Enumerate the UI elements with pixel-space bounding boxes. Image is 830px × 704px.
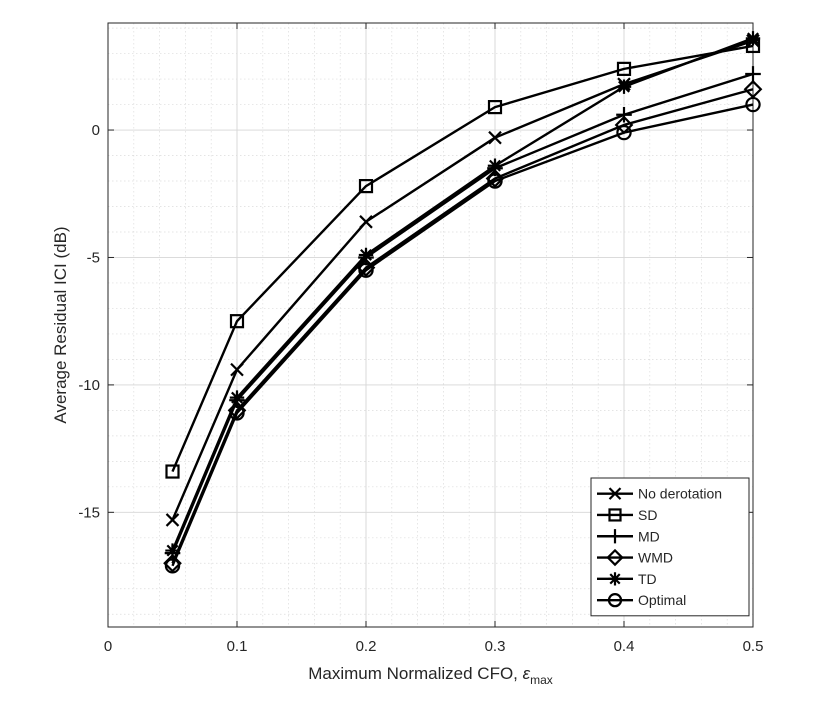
plot-frame (107, 22, 754, 628)
x-tick-label: 0.2 (356, 638, 377, 655)
data-point-sd (229, 314, 245, 329)
data-point-no-derotation (230, 362, 244, 377)
y-tick-label: 0 (92, 122, 100, 139)
x-tick-label: 0.5 (743, 638, 764, 655)
axis-ticks: 0 0.1 0.2 0.3 0.4 0.5 -15 -10 -5 0 (78, 23, 763, 655)
data-point-optimal (616, 124, 632, 141)
data-point-sd (616, 61, 632, 76)
legend-item: MD (597, 528, 660, 544)
legend-marker (607, 529, 623, 544)
y-tick-label: -15 (78, 504, 100, 521)
x-tick-label: 0.3 (485, 638, 506, 655)
x-tick-label: 0.1 (227, 638, 248, 655)
series-line-optimal (171, 103, 754, 567)
legend-box (590, 477, 750, 617)
legend-marker (606, 548, 624, 567)
data-point-optimal (358, 262, 374, 278)
x-axis-label-main: Maximum Normalized CFO, (308, 664, 522, 683)
data-point-no-derotation (165, 513, 180, 527)
x-tick-label: 0.4 (614, 638, 635, 655)
data-point-md (745, 66, 761, 82)
y-tick-label: -5 (87, 249, 100, 266)
series-layer (163, 31, 763, 574)
data-point-td (616, 79, 632, 94)
series-line-sd (171, 44, 754, 473)
legend-label: MD (638, 528, 660, 544)
data-point-no-derotation (359, 215, 373, 229)
legend-label: Optimal (638, 592, 686, 608)
series-line-td (171, 37, 754, 552)
data-point-td (229, 390, 245, 405)
legend-item: TD (597, 571, 657, 587)
series-optimal (164, 96, 761, 574)
data-point-td (745, 31, 761, 46)
legend-item: Optimal (597, 592, 686, 608)
data-point-td (358, 247, 374, 263)
y-axis-label: Average Residual ICI (dB) (51, 226, 70, 423)
series-no-derotation (165, 34, 760, 527)
legend-label: TD (638, 571, 657, 587)
legend-item: No derotation (597, 486, 722, 502)
data-point-sd (487, 100, 503, 115)
data-point-sd (358, 179, 374, 194)
data-point-no-derotation (488, 130, 502, 145)
data-point-sd (165, 464, 180, 479)
data-point-optimal (487, 173, 503, 189)
legend-marker (608, 487, 622, 500)
legend-label: WMD (638, 550, 673, 566)
x-axis-label-subscript: max (530, 673, 553, 687)
x-tick-label: 0 (104, 638, 112, 655)
legend: No derotation SD MD WMD TD Optimal (590, 477, 750, 617)
data-point-td (165, 543, 180, 558)
legend-item: WMD (597, 548, 673, 567)
legend-label: No derotation (638, 486, 722, 502)
series-line-no-derotation (171, 39, 754, 521)
x-axis-label: Maximum Normalized CFO, εmax (308, 664, 553, 687)
legend-marker (608, 572, 622, 586)
data-point-optimal (745, 96, 761, 113)
data-point-td (487, 158, 503, 173)
x-axis-label-symbol: ε (523, 664, 531, 683)
legend-marker (608, 508, 622, 522)
legend-marker (607, 593, 623, 608)
series-td (165, 31, 761, 558)
series-sd (165, 38, 761, 479)
legend-item: SD (597, 507, 657, 523)
data-point-md (616, 106, 632, 123)
data-point-optimal (164, 558, 181, 574)
legend-label: SD (638, 507, 657, 523)
data-point-optimal (229, 405, 245, 421)
y-tick-label: -10 (78, 377, 100, 394)
